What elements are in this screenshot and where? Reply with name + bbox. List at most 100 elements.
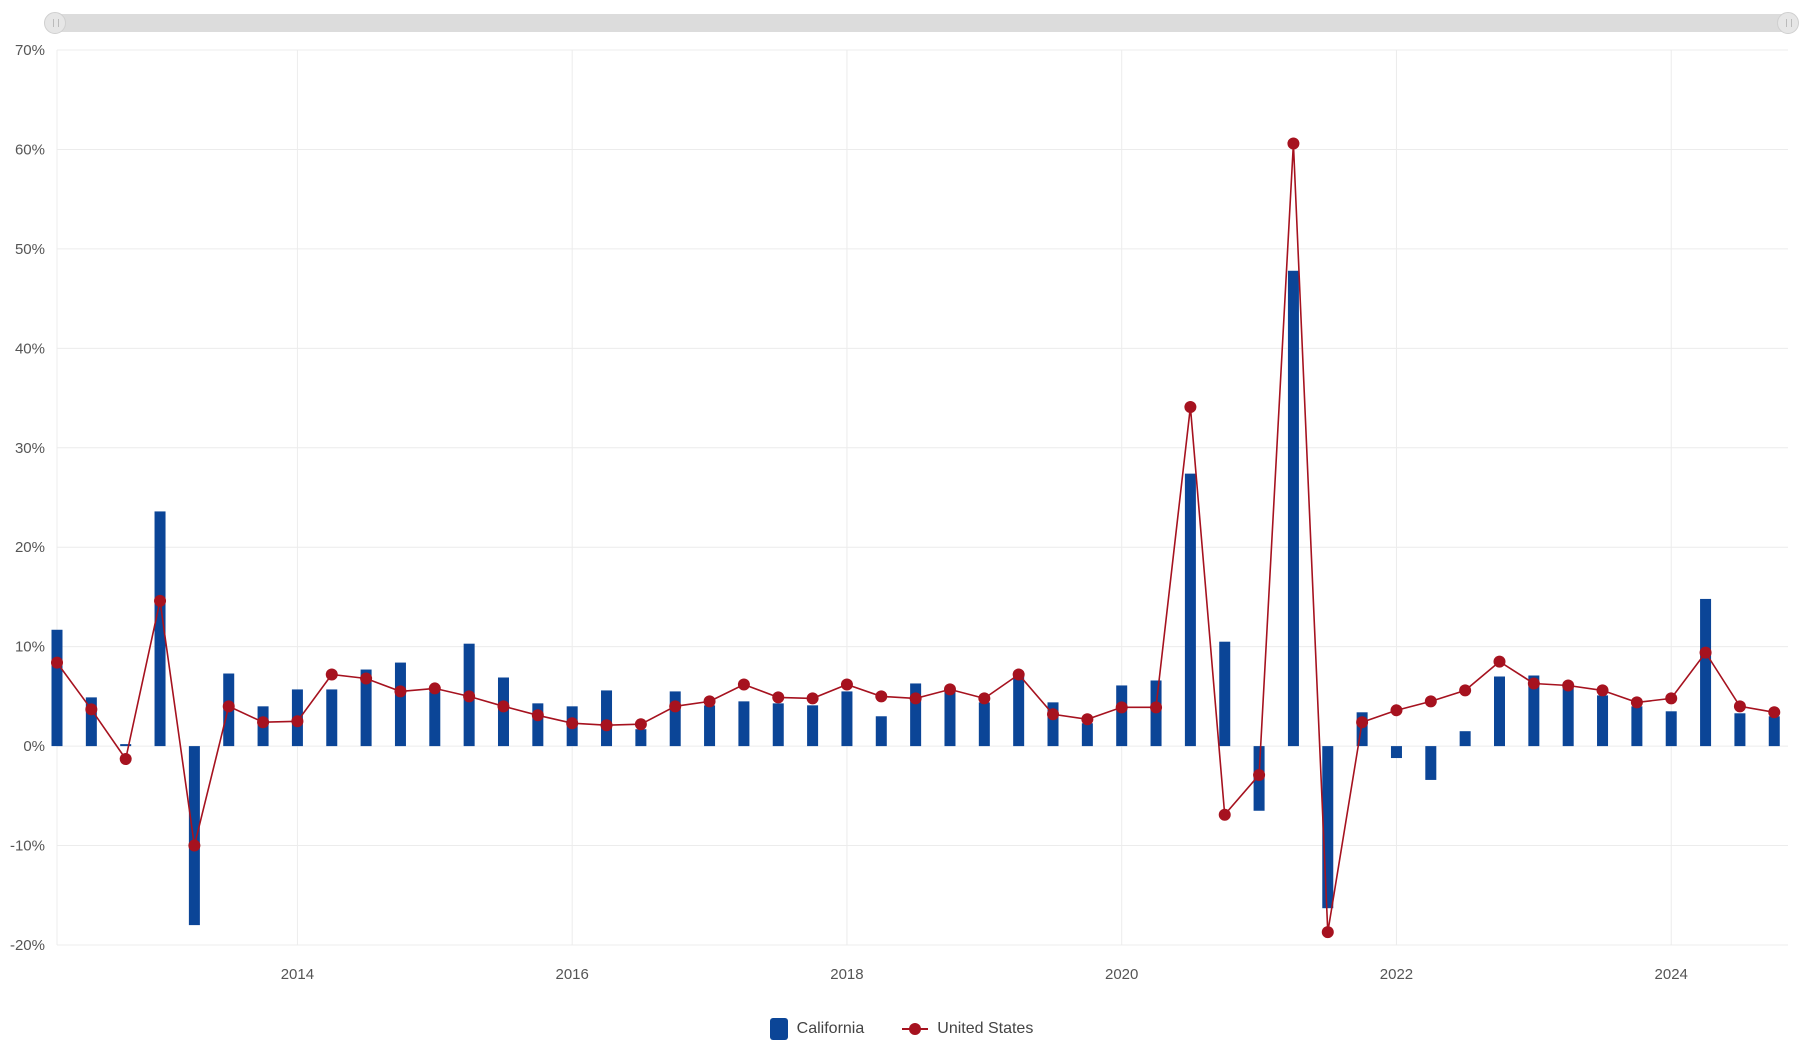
united-states-point[interactable] (360, 672, 373, 685)
united-states-point[interactable] (840, 678, 853, 691)
california-bar[interactable] (1081, 723, 1093, 747)
united-states-point[interactable] (875, 690, 888, 703)
united-states-point[interactable] (531, 709, 544, 722)
california-bar[interactable] (978, 702, 990, 747)
united-states-point[interactable] (428, 682, 441, 695)
california-bar[interactable] (1184, 473, 1196, 747)
united-states-point[interactable] (1287, 137, 1300, 150)
scrollbar-track[interactable] (52, 14, 1791, 32)
united-states-point[interactable] (1150, 701, 1163, 714)
united-states-point[interactable] (1218, 808, 1231, 821)
united-states-point[interactable] (394, 685, 407, 698)
california-bar[interactable] (1700, 598, 1712, 747)
united-states-point[interactable] (1630, 696, 1643, 709)
california-bar[interactable] (1425, 746, 1437, 780)
united-states-point[interactable] (1115, 701, 1128, 714)
united-states-point[interactable] (85, 703, 98, 716)
california-bar[interactable] (1047, 702, 1059, 747)
united-states-point[interactable] (806, 692, 819, 705)
united-states-point[interactable] (737, 678, 750, 691)
california-bar[interactable] (669, 691, 681, 747)
california-bar[interactable] (120, 744, 132, 747)
california-bar[interactable] (841, 691, 853, 747)
california-bar[interactable] (601, 690, 613, 747)
california-bar[interactable] (429, 691, 441, 747)
united-states-point[interactable] (1493, 655, 1506, 668)
california-bar[interactable] (875, 716, 887, 747)
california-bar[interactable] (1459, 731, 1471, 747)
california-bar[interactable] (1219, 641, 1231, 747)
range-scrollbar[interactable] (44, 12, 1799, 34)
united-states-point[interactable] (1047, 708, 1060, 721)
united-states-point[interactable] (634, 718, 647, 731)
california-bar[interactable] (326, 689, 338, 747)
california-bar[interactable] (1562, 687, 1574, 747)
united-states-point[interactable] (1390, 704, 1403, 717)
california-bar[interactable] (85, 697, 97, 747)
united-states-point[interactable] (943, 683, 956, 696)
united-states-point[interactable] (1459, 684, 1472, 697)
united-states-point[interactable] (1733, 700, 1746, 713)
united-states-point[interactable] (1184, 401, 1197, 414)
united-states-point[interactable] (51, 656, 63, 669)
california-bar[interactable] (360, 669, 372, 747)
united-states-point[interactable] (1253, 768, 1266, 781)
united-states-point[interactable] (772, 691, 785, 704)
united-states-point[interactable] (703, 695, 716, 708)
california-bar[interactable] (1287, 270, 1299, 747)
california-bar[interactable] (1597, 695, 1609, 747)
california-bar[interactable] (1390, 746, 1402, 759)
legend-item-united-states[interactable]: United States (902, 1020, 1033, 1038)
california-bar[interactable] (635, 729, 647, 747)
california-bar[interactable] (1013, 676, 1025, 747)
california-bar[interactable] (532, 703, 544, 747)
california-bar[interactable] (1734, 713, 1746, 747)
united-states-point[interactable] (325, 668, 338, 681)
united-states-point[interactable] (978, 692, 991, 705)
united-states-point[interactable] (1527, 677, 1540, 690)
california-bar[interactable] (1528, 675, 1540, 747)
united-states-point[interactable] (497, 700, 510, 713)
scrollbar-right-handle[interactable] (1777, 12, 1799, 34)
california-bar[interactable] (1665, 711, 1677, 747)
united-states-point[interactable] (909, 692, 922, 705)
california-bar[interactable] (1322, 746, 1334, 909)
california-bar[interactable] (154, 511, 166, 747)
california-bar[interactable] (1116, 685, 1128, 747)
united-states-point[interactable] (1768, 706, 1781, 719)
scrollbar-left-handle[interactable] (44, 12, 66, 34)
california-bar[interactable] (910, 683, 922, 747)
california-bar[interactable] (1768, 716, 1780, 747)
united-states-point[interactable] (1356, 716, 1369, 729)
united-states-point[interactable] (222, 700, 235, 713)
united-states-point[interactable] (1562, 679, 1575, 692)
united-states-point[interactable] (1665, 692, 1678, 705)
legend-item-california[interactable]: California (769, 1018, 864, 1040)
california-bar[interactable] (944, 691, 956, 747)
united-states-point[interactable] (291, 715, 304, 728)
united-states-point[interactable] (669, 700, 682, 713)
california-bar[interactable] (51, 629, 63, 747)
united-states-point[interactable] (566, 717, 579, 730)
california-bar[interactable] (188, 746, 200, 926)
united-states-point[interactable] (1321, 926, 1334, 939)
united-states-point[interactable] (1081, 713, 1094, 726)
california-bar[interactable] (394, 662, 406, 747)
california-bar[interactable] (738, 701, 750, 747)
united-states-point[interactable] (1424, 695, 1437, 708)
united-states-point[interactable] (463, 690, 476, 703)
california-bar[interactable] (807, 705, 819, 747)
united-states-point[interactable] (154, 594, 167, 607)
united-states-point[interactable] (1699, 646, 1712, 659)
united-states-point[interactable] (1012, 668, 1025, 681)
united-states-point[interactable] (188, 839, 201, 852)
united-states-point[interactable] (257, 716, 270, 729)
california-bar[interactable] (1356, 712, 1368, 747)
united-states-point[interactable] (119, 753, 132, 766)
california-bar[interactable] (1631, 706, 1643, 747)
united-states-point[interactable] (600, 719, 613, 732)
california-bar[interactable] (772, 703, 784, 747)
california-bar[interactable] (704, 705, 716, 747)
united-states-point[interactable] (1596, 684, 1609, 697)
california-bar[interactable] (1494, 676, 1505, 747)
